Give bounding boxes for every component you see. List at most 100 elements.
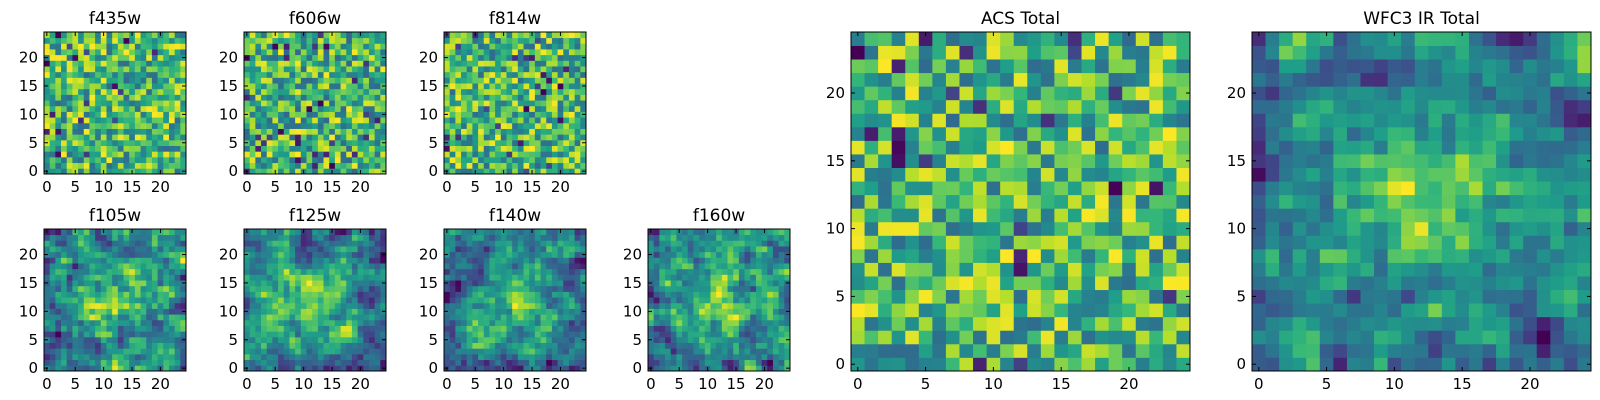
heatmap-cell [89, 162, 96, 169]
heatmap-cell [289, 128, 296, 135]
heatmap-cell [506, 314, 513, 321]
heatmap-cell [351, 105, 358, 112]
heatmap-cell [261, 331, 268, 338]
heatmap-cell [534, 297, 541, 304]
heatmap-cell [523, 111, 530, 118]
heatmap-cell [89, 234, 96, 241]
y-tick-label: 15 [19, 274, 38, 292]
heatmap-cell [278, 257, 285, 264]
heatmap-cell [244, 77, 251, 84]
heatmap-cell [374, 83, 381, 90]
heatmap-cell [255, 94, 262, 101]
heatmap-cell [295, 314, 302, 321]
heatmap-cell [368, 151, 376, 158]
heatmap-cell [687, 263, 694, 270]
heatmap-cell [676, 359, 683, 366]
heatmap-cell [312, 257, 319, 264]
heatmap-cell [864, 221, 879, 236]
heatmap-cell [163, 319, 170, 326]
heatmap-cell [699, 229, 706, 236]
heatmap-cell [134, 257, 141, 264]
heatmap-cell [306, 37, 313, 44]
heatmap-cell [540, 49, 547, 56]
heatmap-cell [540, 54, 547, 61]
heatmap-cell [100, 336, 107, 343]
heatmap-cell [278, 229, 285, 236]
heatmap-cell [1176, 248, 1191, 263]
heatmap-cell [55, 302, 62, 309]
heatmap-cell [300, 291, 307, 298]
heatmap-cell [483, 359, 490, 366]
heatmap-cell [483, 83, 490, 90]
heatmap-cell [580, 156, 587, 164]
heatmap-cell [300, 257, 307, 264]
heatmap-cell [83, 139, 90, 146]
heatmap-cell [449, 32, 456, 39]
heatmap-cell [727, 240, 734, 247]
heatmap-cell [100, 234, 107, 241]
heatmap-cell [340, 302, 347, 309]
heatmap-cell [540, 117, 547, 124]
heatmap-cell [500, 274, 507, 281]
heatmap-cell [140, 122, 147, 129]
heatmap-cell [312, 128, 319, 135]
heatmap-cell [472, 257, 479, 264]
heatmap-cell [295, 240, 302, 247]
heatmap-cell [574, 353, 581, 361]
heatmap-cell [78, 94, 85, 101]
heatmap-cell [261, 319, 268, 326]
heatmap-cell [851, 221, 865, 236]
heatmap-cell [733, 280, 740, 287]
heatmap-cell [49, 37, 56, 44]
heatmap-cell [61, 336, 68, 343]
heatmap-cell [112, 156, 119, 164]
heatmap-cell [78, 342, 85, 349]
heatmap-cell [55, 77, 62, 84]
heatmap-cell [157, 83, 164, 90]
heatmap-cell [100, 353, 107, 361]
heatmap-cell [312, 336, 319, 343]
heatmap-cell [112, 234, 119, 241]
x-tick-label: 15 [522, 375, 541, 393]
heatmap-cell [278, 268, 285, 275]
heatmap-cell [174, 105, 181, 112]
heatmap-cell [676, 246, 683, 253]
heatmap-cell [905, 276, 920, 291]
heatmap-cell [72, 285, 79, 292]
heatmap-cell [117, 49, 124, 56]
heatmap-cell [1081, 316, 1096, 331]
heatmap-cell [1095, 235, 1110, 250]
heatmap-cell [580, 49, 587, 56]
heatmap-cell [945, 167, 960, 182]
x-tick-label: 0 [442, 375, 452, 393]
heatmap-cell [905, 235, 920, 250]
heatmap-cell [478, 105, 485, 112]
heatmap-cell [1000, 262, 1015, 277]
heatmap-cell [568, 274, 576, 281]
heatmap-cell [574, 66, 581, 73]
heatmap-cell [733, 291, 740, 298]
heatmap-cell [699, 319, 706, 326]
heatmap-cell [83, 297, 90, 304]
heatmap-cell [266, 229, 273, 236]
heatmap-cell [312, 302, 319, 309]
heatmap-cell [329, 105, 336, 112]
heatmap-cell [134, 285, 141, 292]
heatmap-cell [1176, 276, 1191, 291]
heatmap-cell [95, 32, 102, 39]
heatmap-cell [738, 319, 745, 326]
heatmap-cell [495, 291, 502, 298]
heatmap-cell [945, 208, 960, 223]
heatmap-cell [151, 302, 158, 309]
heatmap-cell [710, 297, 717, 304]
heatmap-cell [693, 314, 700, 321]
heatmap-cell [351, 263, 358, 270]
heatmap-cell [529, 308, 536, 315]
heatmap-cell [733, 246, 740, 253]
heatmap-cell [444, 342, 451, 349]
heatmap-cell [134, 162, 141, 169]
heatmap-cell [357, 54, 364, 61]
heatmap-cell [529, 139, 536, 146]
heatmap-cell [682, 246, 689, 253]
